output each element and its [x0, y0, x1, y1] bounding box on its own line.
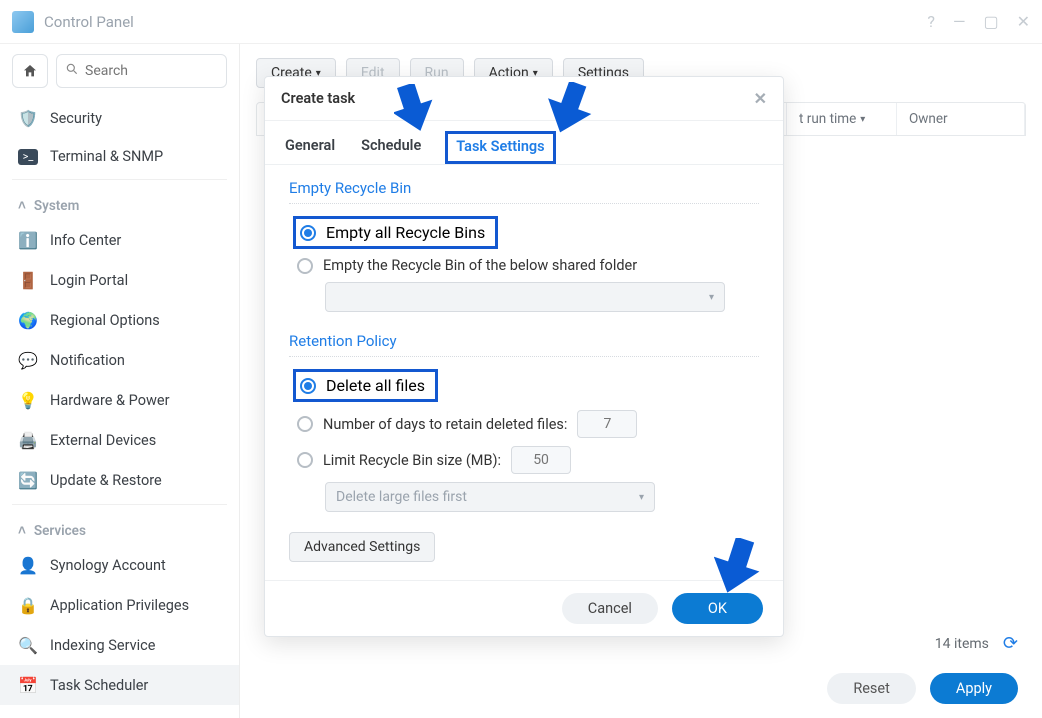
- caret-down-icon: ▾: [860, 114, 865, 125]
- radio-empty-folder[interactable]: [297, 258, 313, 274]
- sidebar: 🛡️ Security >_ Terminal & SNMP ˄ System …: [0, 44, 240, 718]
- window-title: Control Panel: [44, 13, 927, 31]
- sidebar-item-external[interactable]: 🖨️External Devices: [0, 420, 239, 460]
- radio-limit-size[interactable]: [297, 452, 313, 468]
- radio-empty-folder-label: Empty the Recycle Bin of the below share…: [323, 257, 637, 274]
- sidebar-item-label: Security: [50, 110, 102, 127]
- home-icon: [22, 63, 38, 79]
- chat-icon: 💬: [18, 350, 38, 370]
- door-icon: 🚪: [18, 270, 38, 290]
- close-window-icon[interactable]: ✕: [1017, 12, 1030, 31]
- reset-button[interactable]: Reset: [827, 673, 916, 704]
- radio-limit-size-label: Limit Recycle Bin size (MB):: [323, 452, 501, 469]
- section-services[interactable]: ˄ Services: [0, 509, 239, 545]
- ok-button[interactable]: OK: [672, 593, 763, 624]
- globe-icon: 🌍: [18, 310, 38, 330]
- sidebar-item-hardware[interactable]: 💡Hardware & Power: [0, 380, 239, 420]
- tab-schedule[interactable]: Schedule: [359, 131, 423, 164]
- cancel-button[interactable]: Cancel: [562, 593, 658, 624]
- section-retention-policy: Retention Policy: [289, 332, 759, 350]
- chevron-up-icon: ˄: [18, 198, 26, 214]
- tab-task-settings[interactable]: Task Settings: [445, 131, 555, 164]
- sidebar-item-notification[interactable]: 💬Notification: [0, 340, 239, 380]
- info-icon: ℹ️: [18, 230, 38, 250]
- sidebar-item-info-center[interactable]: ℹ️Info Center: [0, 220, 239, 260]
- device-icon: 🖨️: [18, 430, 38, 450]
- sidebar-item-update[interactable]: 🔄Update & Restore: [0, 460, 239, 500]
- sidebar-item-task-scheduler[interactable]: 📅Task Scheduler: [0, 665, 239, 705]
- sidebar-item-synology-account[interactable]: 👤Synology Account: [0, 545, 239, 585]
- caret-down-icon: ▾: [709, 292, 714, 303]
- apply-button[interactable]: Apply: [930, 673, 1018, 704]
- sidebar-item-regional[interactable]: 🌍Regional Options: [0, 300, 239, 340]
- caret-down-icon: ▾: [639, 492, 644, 503]
- create-task-dialog: Create task ✕ General Schedule Task Sett…: [264, 76, 784, 637]
- refresh-icon[interactable]: ⟳: [1003, 633, 1018, 654]
- sidebar-item-label: Terminal & SNMP: [50, 148, 163, 165]
- minimize-icon[interactable]: —: [953, 12, 966, 31]
- item-count: 14 items: [935, 636, 989, 652]
- tab-general[interactable]: General: [283, 131, 337, 164]
- search-input-wrapper[interactable]: [56, 54, 227, 88]
- terminal-icon: >_: [18, 149, 38, 165]
- search-icon: [65, 62, 79, 80]
- chevron-up-icon: ˄: [18, 523, 26, 539]
- dialog-title: Create task: [281, 90, 355, 107]
- sidebar-item-indexing[interactable]: 🔍Indexing Service: [0, 625, 239, 665]
- section-empty-recycle-bin: Empty Recycle Bin: [289, 179, 759, 197]
- bulb-icon: 💡: [18, 390, 38, 410]
- help-icon[interactable]: ?: [927, 12, 935, 31]
- sidebar-item-login-portal[interactable]: 🚪Login Portal: [0, 260, 239, 300]
- radio-retain-days[interactable]: [297, 416, 313, 432]
- limit-size-input[interactable]: [511, 446, 571, 474]
- radio-retain-days-label: Number of days to retain deleted files:: [323, 416, 567, 433]
- col-owner[interactable]: Owner: [897, 103, 1025, 135]
- radio-delete-all[interactable]: [300, 378, 316, 394]
- lock-icon: 🔒: [18, 595, 38, 615]
- search-doc-icon: 🔍: [18, 635, 38, 655]
- advanced-settings-button[interactable]: Advanced Settings: [289, 532, 435, 562]
- delete-order-select[interactable]: Delete large files first▾: [325, 482, 655, 512]
- calendar-icon: 📅: [18, 675, 38, 695]
- sidebar-item-security[interactable]: 🛡️ Security: [0, 98, 239, 138]
- col-runtime[interactable]: t run time▾: [787, 103, 897, 135]
- sidebar-item-app-privileges[interactable]: 🔒Application Privileges: [0, 585, 239, 625]
- app-icon: [12, 11, 34, 33]
- search-input[interactable]: [85, 63, 218, 79]
- radio-empty-all[interactable]: [300, 225, 316, 241]
- user-icon: 👤: [18, 555, 38, 575]
- home-button[interactable]: [12, 54, 48, 88]
- retain-days-input[interactable]: [577, 410, 637, 438]
- maximize-icon[interactable]: ▢: [983, 12, 998, 31]
- shield-icon: 🛡️: [18, 108, 38, 128]
- sidebar-item-terminal[interactable]: >_ Terminal & SNMP: [0, 138, 239, 175]
- radio-delete-all-label: Delete all files: [326, 376, 425, 395]
- sync-icon: 🔄: [18, 470, 38, 490]
- section-system[interactable]: ˄ System: [0, 184, 239, 220]
- dialog-close-icon[interactable]: ✕: [754, 89, 767, 108]
- shared-folder-select[interactable]: ▾: [325, 282, 725, 312]
- radio-empty-all-label: Empty all Recycle Bins: [326, 223, 485, 242]
